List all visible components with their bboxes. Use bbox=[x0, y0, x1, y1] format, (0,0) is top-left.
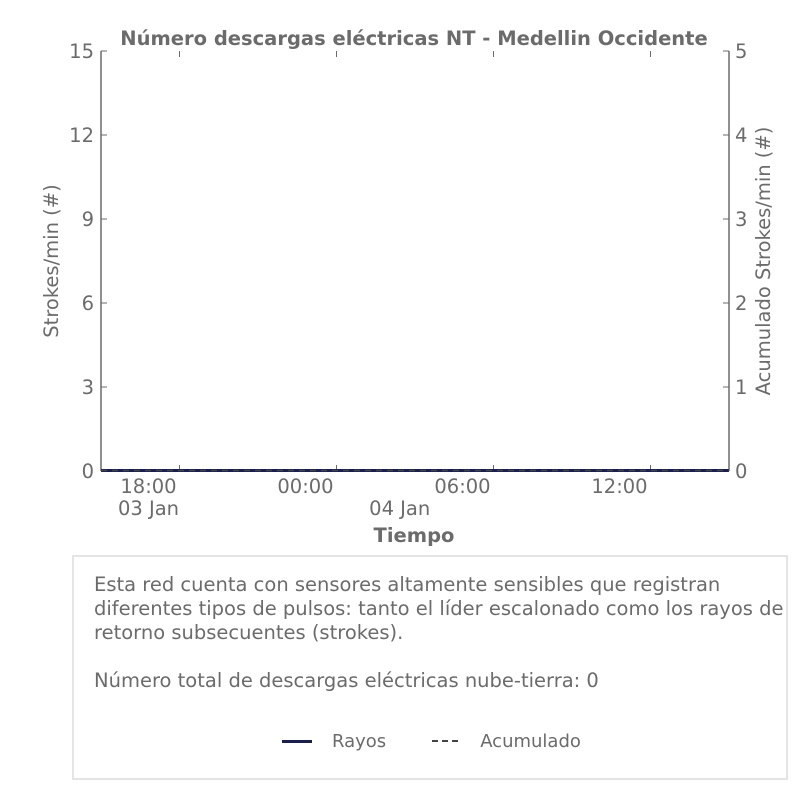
y-axis-right: 0 1 2 3 4 5 bbox=[723, 40, 747, 483]
y-axis-label-left: Strokes/min (#) bbox=[40, 184, 63, 337]
info-box: Esta red cuenta con sensores altamente s… bbox=[72, 555, 788, 780]
y-tick-label-left: 12 bbox=[69, 124, 94, 147]
legend: Rayos Acumulado bbox=[282, 729, 581, 753]
y-tick-label-left: 15 bbox=[69, 40, 94, 63]
plot-area bbox=[100, 51, 730, 472]
legend-line-acumulado bbox=[432, 740, 459, 742]
y-tick-label-left: 9 bbox=[82, 208, 94, 231]
x-tick-label: 06:00 bbox=[434, 475, 490, 498]
y-axis-label-right: Acumulado Strokes/min (#) bbox=[752, 127, 775, 396]
y-tick-label-right: 2 bbox=[735, 292, 747, 315]
y-tick-label-left: 6 bbox=[82, 292, 94, 315]
x-axis: 18:00 00:00 06:00 12:00 03 Jan 04 Jan bbox=[118, 51, 651, 520]
x-tick-label: 00:00 bbox=[277, 475, 333, 498]
y-tick-label-right: 0 bbox=[735, 460, 747, 483]
x-date-label: 03 Jan bbox=[118, 497, 179, 520]
legend-label-rayos: Rayos bbox=[332, 730, 387, 752]
info-total: Número total de descargas eléctricas nub… bbox=[94, 669, 599, 692]
y-tick-label-left: 3 bbox=[82, 376, 94, 399]
y-tick-label-right: 5 bbox=[735, 40, 747, 63]
legend-line-rayos bbox=[282, 739, 312, 743]
info-description: Esta red cuenta con sensores altamente s… bbox=[94, 573, 784, 644]
x-tick-label: 18:00 bbox=[120, 475, 176, 498]
x-axis-label: Tiempo bbox=[374, 524, 455, 547]
y-tick-label-right: 1 bbox=[735, 376, 747, 399]
lightning-chart: Número descargas eléctricas NT - Medelli… bbox=[40, 27, 775, 547]
y-tick-label-left: 0 bbox=[82, 460, 94, 483]
chart-title: Número descargas eléctricas NT - Medelli… bbox=[120, 27, 707, 50]
y-axis-left: 0 3 6 9 12 15 bbox=[69, 40, 107, 483]
x-date-label: 04 Jan bbox=[369, 497, 430, 520]
legend-label-acumulado: Acumulado bbox=[480, 730, 581, 752]
y-tick-label-right: 3 bbox=[735, 208, 747, 231]
y-tick-label-right: 4 bbox=[735, 124, 747, 147]
x-tick-label: 12:00 bbox=[591, 475, 647, 498]
